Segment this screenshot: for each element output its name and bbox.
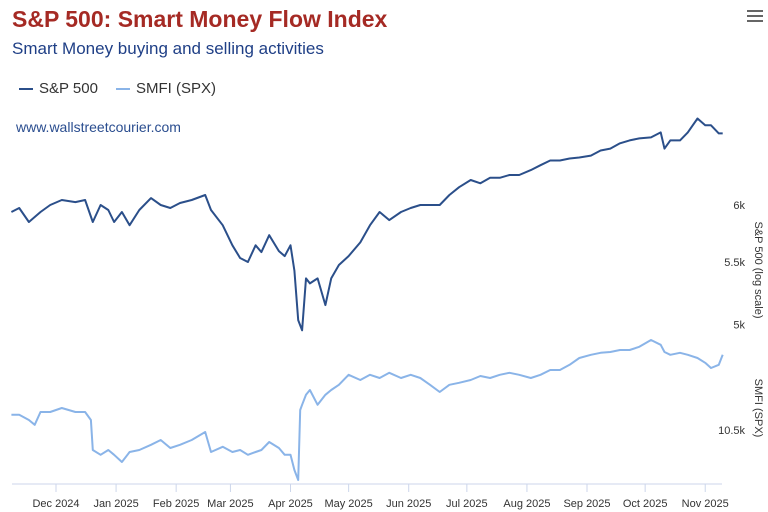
hamburger-menu-icon[interactable]	[747, 10, 763, 25]
legend-label: S&P 500	[39, 80, 98, 97]
watermark-link: www.wallstreetcourier.com	[16, 119, 181, 135]
y-tick-label-sp500: 6k	[733, 200, 745, 212]
smfi-line	[11, 339, 724, 481]
chart-subtitle: Smart Money buying and selling activitie…	[12, 39, 324, 58]
x-tick-label: Nov 2025	[682, 498, 729, 510]
y-tick-label-sp500: 5.5k	[724, 257, 745, 269]
y-tick-label-smfi: 10.5k	[718, 425, 745, 437]
legend-swatch	[116, 87, 130, 90]
x-tick-label: Jul 2025	[446, 498, 488, 510]
x-tick-label: Apr 2025	[268, 498, 313, 510]
sp500-line	[10, 117, 723, 332]
x-tick-label: Mar 2025	[207, 498, 253, 510]
x-tick-label: Feb 2025	[153, 498, 199, 510]
x-tick-label: May 2025	[324, 498, 372, 510]
x-tick-label: Oct 2025	[623, 498, 668, 510]
y-axis-title-sp500: S&P 500 (log scale)	[752, 221, 764, 318]
x-tick-label: Jan 2025	[93, 498, 138, 510]
chart-title: S&P 500: Smart Money Flow Index	[12, 6, 388, 32]
y-tick-label-sp500: 5k	[733, 319, 745, 331]
x-tick-label: Dec 2024	[32, 498, 79, 510]
legend-label: SMFI (SPX)	[136, 80, 217, 97]
x-tick-label: Sep 2025	[563, 498, 610, 510]
legend-item-sp500[interactable]: S&P 500	[19, 80, 98, 97]
y-axis-title-smfi: SMFI (SPX)	[752, 379, 764, 438]
x-tick-label: Jun 2025	[386, 498, 431, 510]
legend-item-smfi[interactable]: SMFI (SPX)	[116, 80, 216, 97]
legend-swatch	[19, 87, 33, 90]
x-tick-label: Aug 2025	[503, 498, 550, 510]
